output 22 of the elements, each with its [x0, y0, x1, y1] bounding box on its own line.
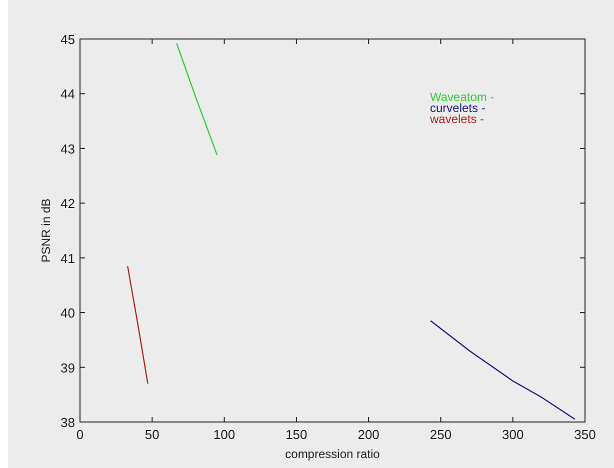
x-tick-label: 0 [76, 427, 84, 442]
line-series [430, 320, 576, 420]
y-tick-label: 39 [60, 360, 75, 376]
text: wavelets - [429, 112, 484, 126]
x-tick-label: 200 [358, 427, 380, 442]
x-tick-label: 250 [430, 427, 452, 442]
y-axis-title: PSNR in dB [39, 198, 53, 263]
x-tick-label: 100 [213, 427, 236, 442]
x-axis-title: compression ratio [285, 447, 380, 461]
text: curvelets - [430, 101, 486, 115]
y-tick-label: 44 [60, 86, 75, 102]
y-tick-label: 38 [60, 415, 75, 430]
y-tick-label: 40 [60, 306, 75, 321]
y-tick-label: 42 [60, 196, 75, 212]
y-tick-label: 41 [60, 250, 75, 266]
y-tick-label: 45 [60, 32, 75, 47]
text: Waveatom - [430, 90, 494, 104]
x-tick-label: 50 [144, 427, 160, 442]
x-tick-label: 350 [574, 427, 596, 442]
x-tick-label: 300 [502, 427, 524, 442]
x-tick-label: 150 [286, 427, 308, 442]
y-tick-label: 43 [60, 141, 75, 156]
